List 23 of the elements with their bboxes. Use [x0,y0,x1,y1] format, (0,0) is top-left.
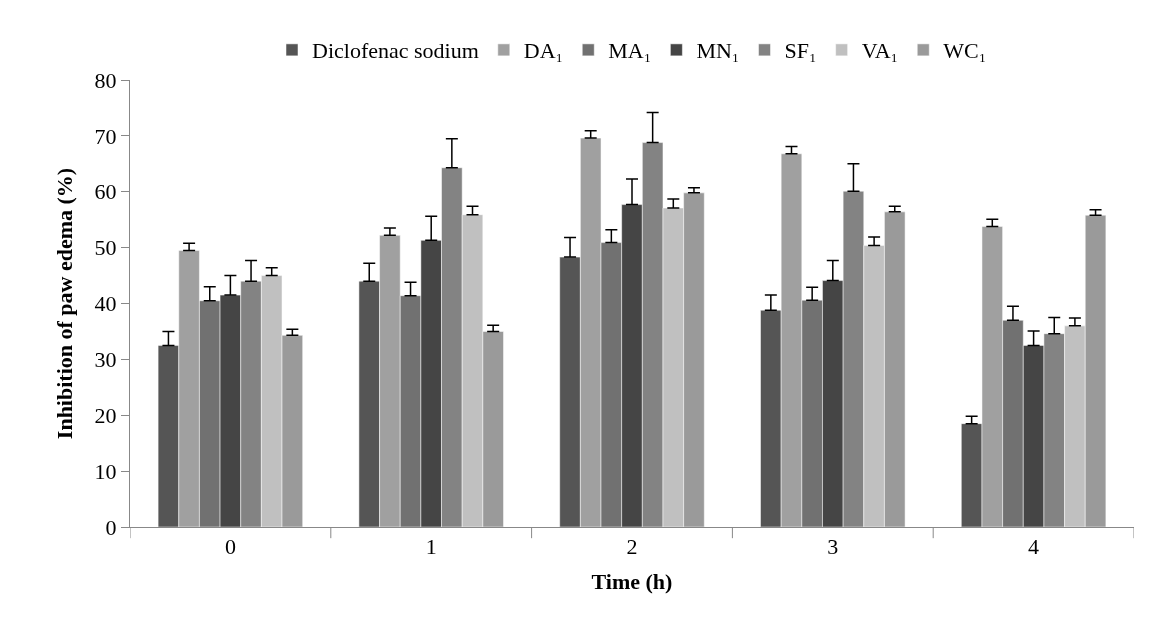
legend-label: VA₁ [861,38,899,64]
y-tick-label: 0 [105,514,117,540]
legend-label: SF₁ [784,38,817,64]
legend-label: MA₁ [608,38,652,64]
x-tick-label: 2 [626,534,638,560]
y-tick-label: 70 [94,123,117,149]
y-tick-label: 20 [94,402,117,428]
y-tick-label: 40 [94,291,117,317]
y-tick-label: 10 [94,458,117,484]
x-axis-title: Time (h) [591,569,673,595]
x-tick-label: 4 [1028,534,1040,560]
x-tick-label: 3 [827,534,839,560]
x-tick-label: 0 [224,534,236,560]
legend-label: Diclofenac sodium [312,38,479,64]
y-tick-label: 30 [94,347,117,373]
legend-label: MN₁ [696,38,740,64]
y-tick-label: 50 [94,235,117,261]
y-axis-title: Inhibition of paw edema (%) [52,167,78,440]
legend-label: WC₁ [943,38,987,64]
y-tick-label: 80 [94,67,117,93]
x-tick-label: 1 [425,534,437,560]
legend-label: DA₁ [523,38,564,64]
y-tick-label: 60 [94,179,117,205]
